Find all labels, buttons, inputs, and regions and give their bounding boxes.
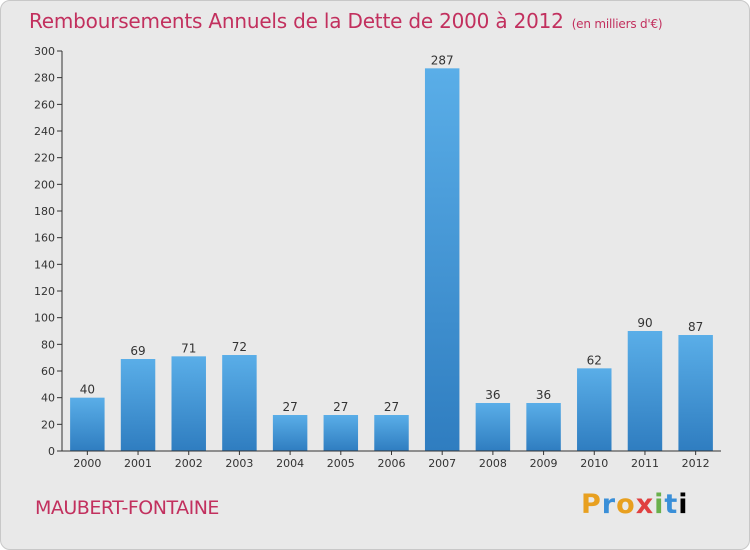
x-tick-label: 2005: [327, 457, 355, 470]
y-tick-label: 200: [34, 178, 55, 191]
x-tick-label: 2007: [428, 457, 456, 470]
x-tick-label: 2012: [682, 457, 710, 470]
commune-name: MAUBERT-FONTAINE: [35, 497, 219, 519]
bar-2008: [475, 403, 511, 451]
y-tick-label: 260: [34, 98, 55, 111]
bar-2003: [222, 355, 257, 451]
x-tick-label: 2003: [225, 457, 253, 470]
bar-2011: [627, 331, 663, 451]
y-tick-label: 60: [41, 365, 55, 378]
y-tick-label: 240: [34, 125, 55, 138]
bar-2000: [70, 397, 105, 451]
bar-2001: [120, 359, 156, 451]
x-tick-label: 2008: [479, 457, 507, 470]
bar-2012: [678, 335, 713, 451]
bar-value-label: 27: [333, 400, 348, 414]
bar-value-label: 87: [688, 320, 703, 334]
bar-2007: [424, 68, 460, 451]
bar-value-label: 71: [181, 341, 196, 355]
chart-title-text: Remboursements Annuels de la Dette de 20…: [29, 9, 564, 33]
chart-unit-label: (en milliers d'€): [571, 17, 663, 31]
x-tick-label: 2011: [631, 457, 659, 470]
bar-2005: [323, 415, 359, 451]
x-tick-label: 2009: [530, 457, 558, 470]
bar-2004: [272, 415, 308, 451]
bar-2009: [526, 403, 561, 451]
bars: 40 69 71 72 27 27 27 287 36 36 62 90 87: [70, 53, 713, 451]
y-axis: 0 20 40 60 80 100 120 140 160 180 200 220 240 260 280 3…: [34, 45, 63, 458]
y-tick-label: 220: [34, 152, 55, 165]
y-tick-label: 100: [34, 312, 55, 325]
bar-value-label: 72: [232, 340, 247, 354]
bar-value-label: 27: [282, 400, 297, 414]
bar-2006: [374, 415, 409, 451]
y-tick-label: 160: [34, 232, 55, 245]
x-tick-label: 2006: [378, 457, 406, 470]
y-tick-label: 0: [48, 445, 55, 458]
y-tick-label: 140: [34, 258, 55, 271]
y-tick-label: 180: [34, 205, 55, 218]
bar-value-label: 40: [80, 383, 95, 397]
bar-value-label: 36: [536, 388, 551, 402]
y-tick-label: 20: [41, 418, 55, 431]
bar-value-label: 36: [485, 388, 500, 402]
bar-2002: [171, 356, 206, 451]
x-tick-label: 2004: [276, 457, 304, 470]
y-tick-label: 40: [41, 392, 55, 405]
proxiti-logo: Proxiti: [581, 489, 689, 520]
bar-value-label: 287: [431, 53, 454, 67]
x-tick-label: 2002: [175, 457, 203, 470]
chart-title: Remboursements Annuels de la Dette de 20…: [29, 9, 663, 33]
y-tick-label: 120: [34, 285, 55, 298]
bar-2010: [577, 368, 612, 451]
x-tick-label: 2000: [73, 457, 101, 470]
bar-value-label: 90: [637, 316, 652, 330]
x-tick-label: 2001: [124, 457, 152, 470]
y-tick-label: 80: [41, 338, 55, 351]
x-axis: 2000 2001 2002 2003 2004 2005 2006 2007 2008 2009…: [62, 450, 721, 470]
y-tick-label: 280: [34, 72, 55, 85]
x-tick-label: 2010: [580, 457, 608, 470]
bar-value-label: 62: [587, 353, 602, 367]
bar-value-label: 27: [384, 400, 399, 414]
y-tick-label: 300: [34, 45, 55, 58]
bar-value-label: 69: [130, 344, 145, 358]
